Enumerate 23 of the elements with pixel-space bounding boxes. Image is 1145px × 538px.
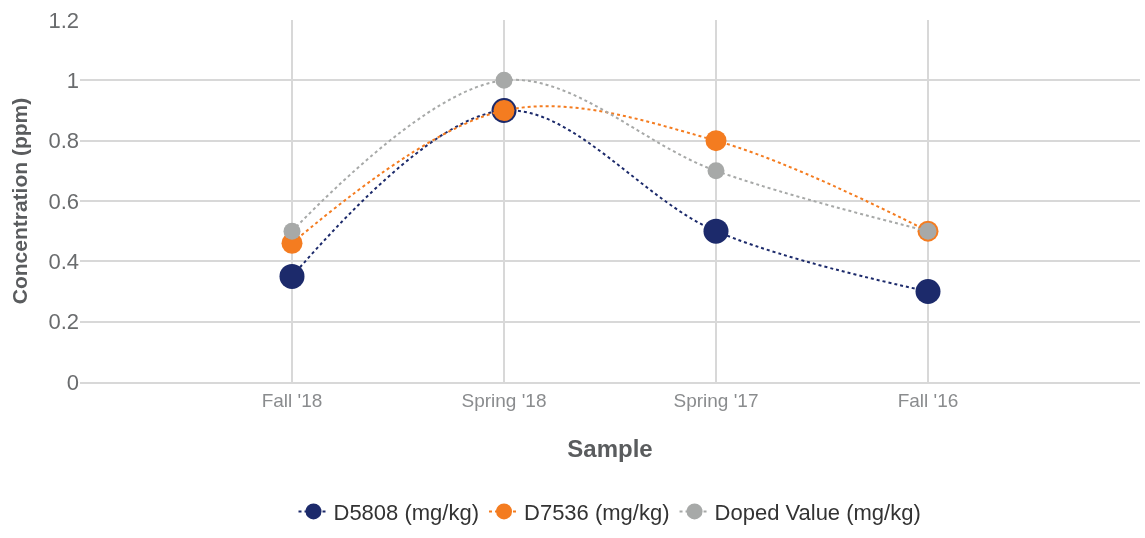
x-tick-label: Fall '18 (261, 389, 323, 411)
point (915, 279, 941, 304)
x-axis-title: Sample (567, 434, 653, 462)
legend-label: D5808 (mg/kg) (333, 499, 480, 525)
x-tick-label: Spring '17 (673, 389, 759, 411)
point (707, 162, 725, 180)
y-tick-label: 0.4 (48, 249, 79, 275)
point (705, 130, 727, 152)
point (283, 222, 301, 240)
legend-label: D7536 (mg/kg) (524, 499, 670, 525)
y-tick-label: 1 (66, 68, 79, 94)
point (279, 263, 305, 289)
legend-label: Doped Value (mg/kg) (714, 499, 921, 525)
y-tick-label: 0.2 (48, 309, 79, 335)
x-tick-label: Spring '18 (461, 389, 547, 411)
y-tick-label: 0.8 (48, 128, 79, 154)
y-tick-label: 0.6 (48, 188, 79, 214)
y-axis-title: Concentration (ppm) (7, 97, 31, 305)
point (495, 71, 513, 89)
point (703, 218, 729, 244)
x-tick-label: Fall '16 (897, 389, 959, 411)
y-tick-label: 0 (66, 369, 79, 395)
y-tick-label: 1.2 (48, 7, 79, 33)
